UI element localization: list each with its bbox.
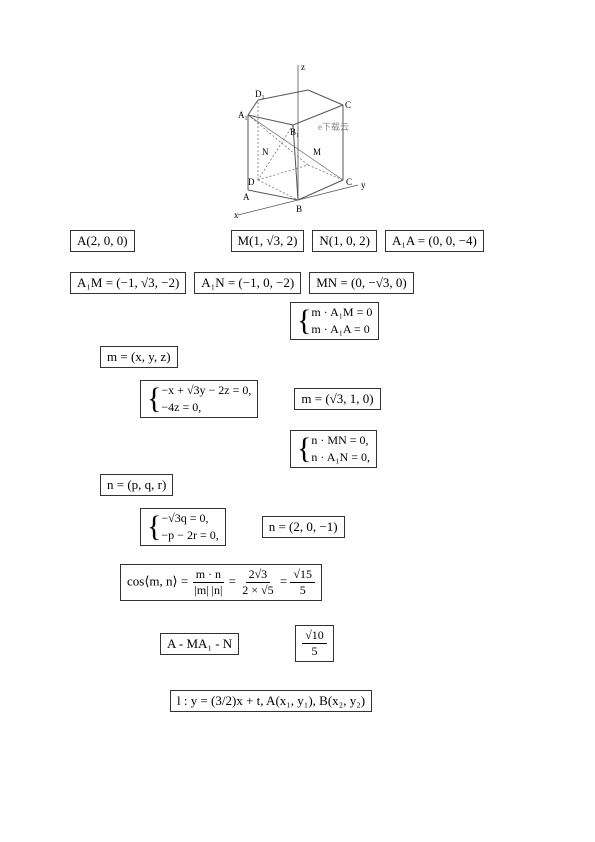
eq-m2: m · A₁A = 0 [311,322,372,337]
eq-n1: n · MN = 0, [311,433,370,448]
label-D1: D₁ [255,89,265,99]
axis-z: z [301,62,305,72]
label-B1: B₁ [290,127,299,137]
m-def: m = (x, y, z) [100,346,178,368]
line-eq: l : y = (3/2)x + t, A(x₁, y₁), B(x₂, y₂) [170,690,372,712]
eq-sign: = [229,573,240,588]
solve-n1: −√3q = 0, [161,511,218,526]
label-C: C [346,177,352,187]
brace-solve-n: { −√3q = 0, −p − 2r = 0, [140,508,226,546]
vectors-row: A₁M = (−1, √3, −2) A₁N = (−1, 0, −2) MN … [70,272,525,294]
cube-svg: A₁ D₁ B₁ C N M D A B C x y z e下载云 [218,60,378,220]
line-eq-row: l : y = (3/2)x + t, A(x₁, y₁), B(x₂, y₂) [170,690,525,712]
vec-A1N: A₁N = (−1, 0, −2) [194,272,301,294]
result-frac: √10 5 [295,625,334,662]
geometry-diagram: A₁ D₁ B₁ C N M D A B C x y z e下载云 [218,60,378,220]
system-m: { m · A₁M = 0 m · A₁A = 0 [290,302,525,340]
label-N: N [262,147,269,157]
system-solve-m: { −x + √3y − 2z = 0, −4z = 0, m = (√3, 1… [140,380,525,418]
brace-m-eq: { m · A₁M = 0 m · A₁A = 0 [290,302,379,340]
vec-A1A: A₁A = (0, 0, −4) [385,230,484,252]
axis-y: y [361,180,366,190]
coords-row-1: A(2, 0, 0) M(1, √3, 2) N(1, 0, 2) A₁A = … [70,230,525,252]
label-B: B [296,204,302,214]
angle-row: A - MA₁ - N √10 5 [160,625,525,662]
n-def: n = (p, q, r) [100,474,173,496]
cos-prefix: cos⟨m, n⟩ = [127,573,191,588]
vec-A1M: A₁M = (−1, √3, −2) [70,272,186,294]
solve-n2: −p − 2r = 0, [161,528,218,543]
vec-MN: MN = (0, −√3, 0) [309,272,413,294]
coord-M: M(1, √3, 2) [231,230,305,252]
eq-m1: m · A₁M = 0 [311,305,372,320]
dihedral: A - MA₁ - N [160,633,239,655]
eq-n2: n · A₁N = 0, [311,450,370,465]
axis-x: x [234,210,239,220]
m-def-row: m = (x, y, z) [100,346,525,368]
solve-m1: −x + √3y − 2z = 0, [161,383,251,398]
brace-solve-m: { −x + √3y − 2z = 0, −4z = 0, [140,380,258,418]
cos-row: cos⟨m, n⟩ = m · n |m| |n| = 2√3 2 × √5 =… [120,564,525,601]
watermark: e下载云 [318,121,349,132]
label-A1: A₁ [238,110,248,120]
eq-sign2: = [280,573,291,588]
n-val: n = (2, 0, −1) [262,516,345,538]
label-C1: C [345,100,351,110]
system-n: { n · MN = 0, n · A₁N = 0, [290,430,525,468]
solve-m2: −4z = 0, [161,400,251,415]
frac3: √15 5 [290,567,315,598]
cos-eq: cos⟨m, n⟩ = m · n |m| |n| = 2√3 2 × √5 =… [120,564,322,601]
coord-A: A(2, 0, 0) [70,230,135,252]
brace-n-eq: { n · MN = 0, n · A₁N = 0, [290,430,377,468]
system-solve-n: { −√3q = 0, −p − 2r = 0, n = (2, 0, −1) [140,508,525,546]
frac-r: √10 5 [302,628,327,659]
label-D: D [248,177,255,187]
coord-N: N(1, 0, 2) [312,230,377,252]
frac1: m · n |m| |n| [191,567,225,598]
m-val: m = (√3, 1, 0) [294,388,380,410]
n-def-row: n = (p, q, r) [100,474,525,496]
frac2: 2√3 2 × √5 [239,567,276,598]
label-A: A [243,192,250,202]
label-M: M [313,147,321,157]
